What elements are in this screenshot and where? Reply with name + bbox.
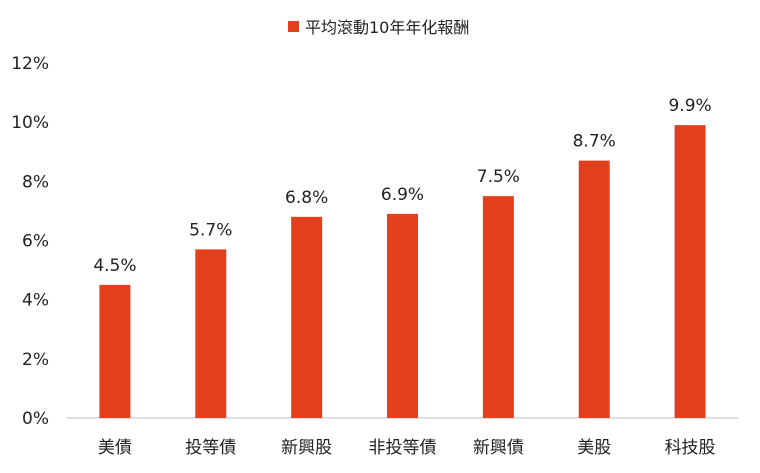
bar xyxy=(195,249,227,418)
bar xyxy=(387,213,418,418)
data-label: 6.9% xyxy=(381,185,424,205)
x-tick-label: 新興股 xyxy=(281,438,332,458)
x-tick-label: 非投等債 xyxy=(369,438,437,458)
x-tick-label: 投等債 xyxy=(185,438,236,458)
data-labels: 4.5% 5.7% 6.8% 6.9% 7.5% 8.7% 9.9% xyxy=(93,96,711,276)
x-tick-label: 新興債 xyxy=(473,438,524,458)
y-tick-label: 8% xyxy=(22,172,49,192)
legend: 平均滾動10年年化報酬 xyxy=(288,18,469,37)
data-label: 6.8% xyxy=(285,188,328,208)
bar xyxy=(99,284,131,418)
bar xyxy=(674,125,706,418)
x-tick-label: 美債 xyxy=(98,438,132,458)
y-tick-label: 10% xyxy=(11,113,49,133)
x-tick-label: 美股 xyxy=(577,438,611,458)
y-tick-label: 2% xyxy=(22,350,49,370)
data-label: 7.5% xyxy=(477,167,520,187)
bar xyxy=(578,160,610,418)
y-tick-label: 12% xyxy=(11,54,49,74)
bars xyxy=(99,125,706,418)
x-axis-labels: 美債 投等債 新興股 非投等債 新興債 美股 科技股 xyxy=(98,438,716,458)
bar xyxy=(482,196,514,418)
x-tick-label: 科技股 xyxy=(665,438,716,458)
bar xyxy=(291,216,323,418)
y-tick-label: 0% xyxy=(22,409,49,429)
data-label: 4.5% xyxy=(93,256,136,276)
y-axis: 0% 2% 4% 6% 8% 10% 12% xyxy=(11,54,49,429)
legend-swatch xyxy=(288,21,299,32)
y-tick-label: 6% xyxy=(22,232,49,252)
data-label: 8.7% xyxy=(573,132,616,152)
legend-label: 平均滾動10年年化報酬 xyxy=(305,18,469,37)
y-tick-label: 4% xyxy=(22,291,49,311)
data-label: 9.9% xyxy=(668,96,711,116)
data-label: 5.7% xyxy=(189,220,232,240)
